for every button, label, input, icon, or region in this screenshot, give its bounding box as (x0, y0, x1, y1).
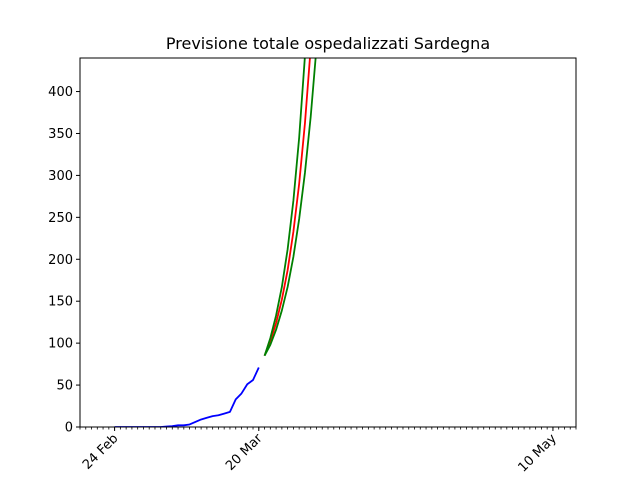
x-tick-label: 24 Feb (80, 431, 122, 473)
y-tick-label: 50 (56, 379, 73, 394)
y-tick-label: 0 (65, 421, 73, 436)
x-tick-label: 20 Mar (223, 431, 266, 474)
series-line-3 (263, 58, 317, 357)
y-tick-label: 150 (48, 295, 73, 310)
axes-layer: 0 50 100 150 200 250 300 350 400 24 Feb 20 Mar 10 M… (48, 85, 577, 475)
x-tick-label: 10 May (516, 431, 560, 475)
series-line-2 (263, 58, 306, 357)
y-tick-label: 350 (48, 127, 73, 142)
series-line-1 (263, 58, 311, 357)
chart-title: Previsione totale ospedalizzati Sardegna (166, 34, 490, 53)
y-tick-label: 200 (48, 253, 73, 268)
y-tick-label: 100 (48, 337, 73, 352)
y-tick-label: 300 (48, 169, 73, 184)
y-tick-label: 250 (48, 211, 73, 226)
series-line-0 (114, 367, 260, 427)
y-tick-label: 400 (48, 85, 73, 100)
plot-frame (79, 57, 577, 428)
series-layer (114, 58, 317, 427)
